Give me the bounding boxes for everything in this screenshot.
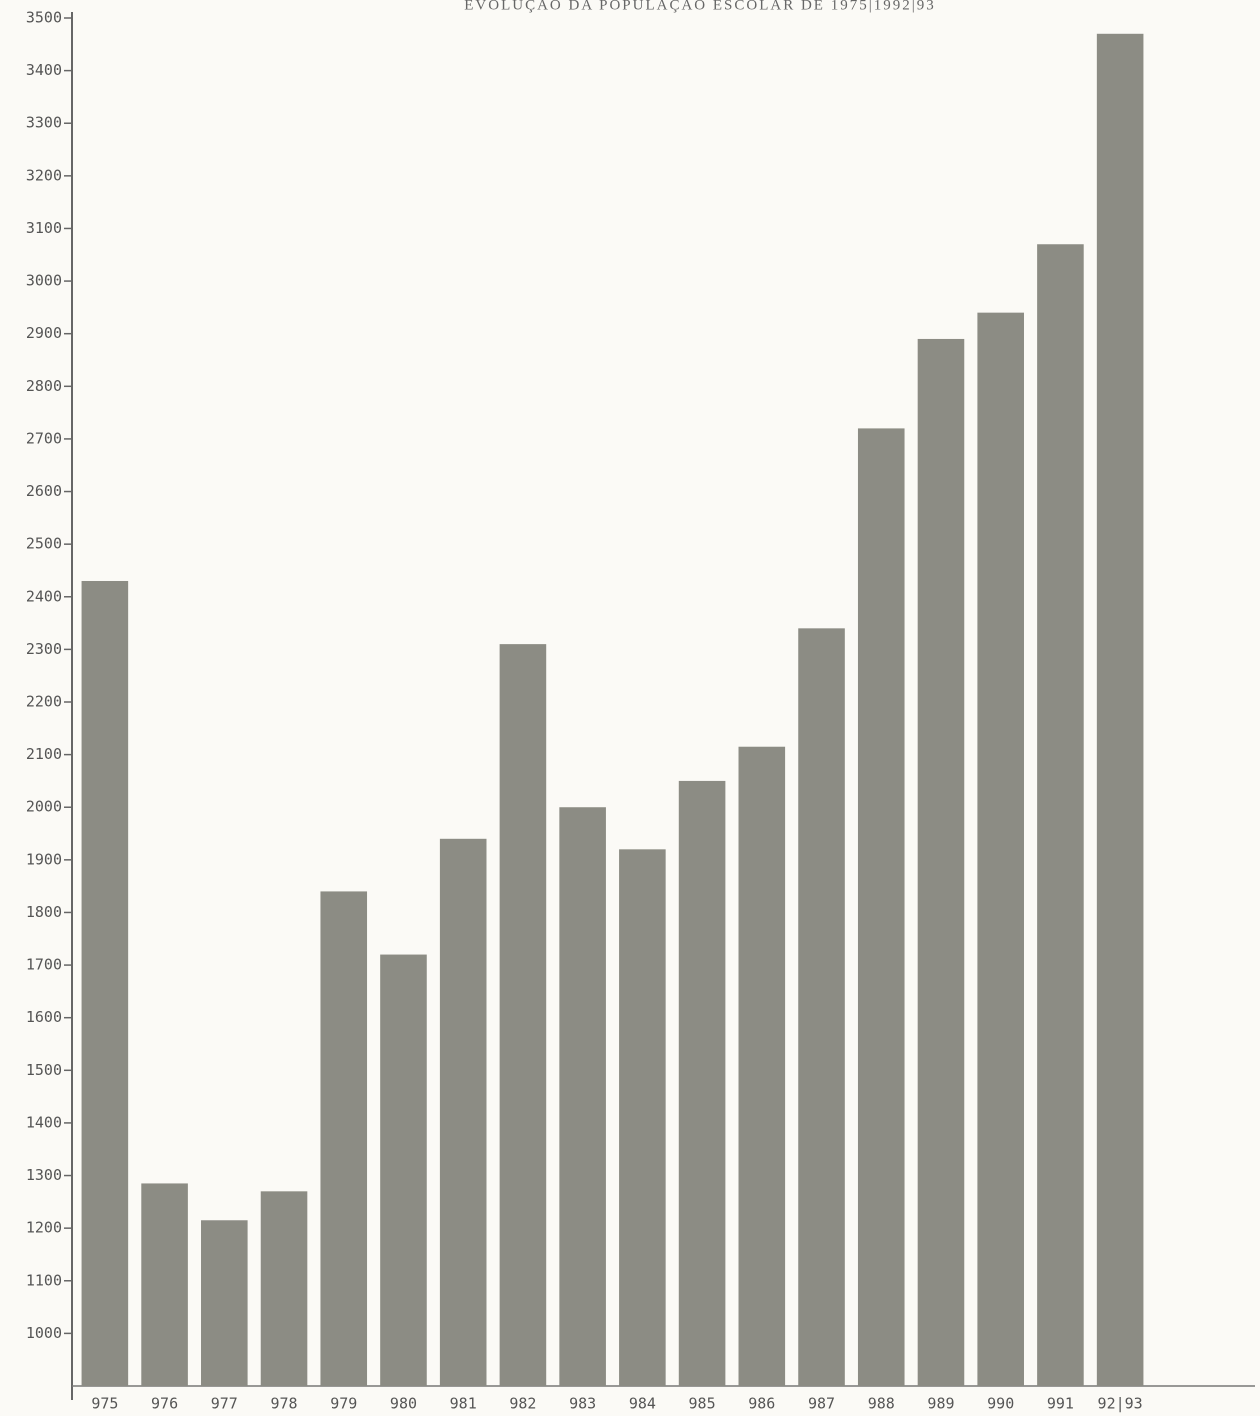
y-tick-label: 3400 [26,61,62,79]
y-tick-label: 2800 [26,377,62,395]
y-tick-label: 1500 [26,1061,62,1079]
bar [977,312,1024,1387]
x-tick-label: 991 [1047,1395,1074,1413]
y-tick-label: 3000 [26,272,62,290]
y-tick-label: 2600 [26,482,62,500]
x-tick-label: 92|93 [1098,1395,1143,1413]
x-tick-label: 978 [270,1395,297,1413]
x-tick-label: 985 [689,1395,716,1413]
y-tick-label: 1700 [26,956,62,974]
y-tick-label: 1200 [26,1219,62,1237]
x-tick-label: 983 [569,1395,596,1413]
y-tick-label: 2500 [26,535,62,553]
bar [81,580,129,1386]
y-tick-label: 2700 [26,429,62,447]
y-tick-label: 1800 [26,903,62,921]
y-tick-label: 2200 [26,693,62,711]
bar [917,338,965,1386]
chart-title: EVOLUÇÃO DA POPULAÇÃO ESCOLAR DE 1975|19… [464,0,935,13]
bar [201,1220,248,1386]
bar [678,780,726,1386]
x-tick-label: 981 [450,1395,477,1413]
bar [439,838,487,1386]
bar [260,1191,308,1386]
y-tick-label: 1600 [26,1008,62,1026]
x-tick-label: 986 [748,1395,775,1413]
x-tick-label: 982 [509,1395,536,1413]
y-tick-label: 2100 [26,745,62,763]
x-tick-label: 975 [91,1395,118,1413]
x-tick-label: 977 [211,1395,238,1413]
y-tick-label: 2000 [26,798,62,816]
y-tick-label: 2300 [26,640,62,658]
bar [1096,33,1144,1386]
bar [141,1183,188,1386]
bar [798,628,845,1386]
bar [857,428,905,1386]
y-tick-label: 3500 [26,9,62,27]
bar [380,954,427,1386]
y-tick-label: 1900 [26,850,62,868]
bar [499,644,547,1386]
x-tick-label: 987 [808,1395,835,1413]
x-tick-label: 976 [151,1395,178,1413]
y-tick-label: 1400 [26,1113,62,1131]
y-tick-label: 3300 [26,114,62,132]
x-tick-label: 988 [868,1395,895,1413]
y-tick-label: 1100 [26,1271,62,1289]
y-tick-label: 2400 [26,587,62,605]
x-tick-label: 979 [330,1395,357,1413]
y-tick-label: 1000 [26,1324,62,1342]
x-tick-label: 989 [927,1395,954,1413]
bar [1037,244,1084,1387]
y-tick-label: 3100 [26,219,62,237]
bar [559,807,606,1386]
y-tick-label: 1300 [26,1166,62,1184]
x-tick-label: 990 [987,1395,1014,1413]
bar [320,891,368,1386]
bar [738,746,786,1386]
y-tick-label: 2900 [26,324,62,342]
x-tick-label: 980 [390,1395,417,1413]
x-tick-label: 984 [629,1395,656,1413]
y-tick-label: 3200 [26,166,62,184]
bar [619,849,666,1386]
